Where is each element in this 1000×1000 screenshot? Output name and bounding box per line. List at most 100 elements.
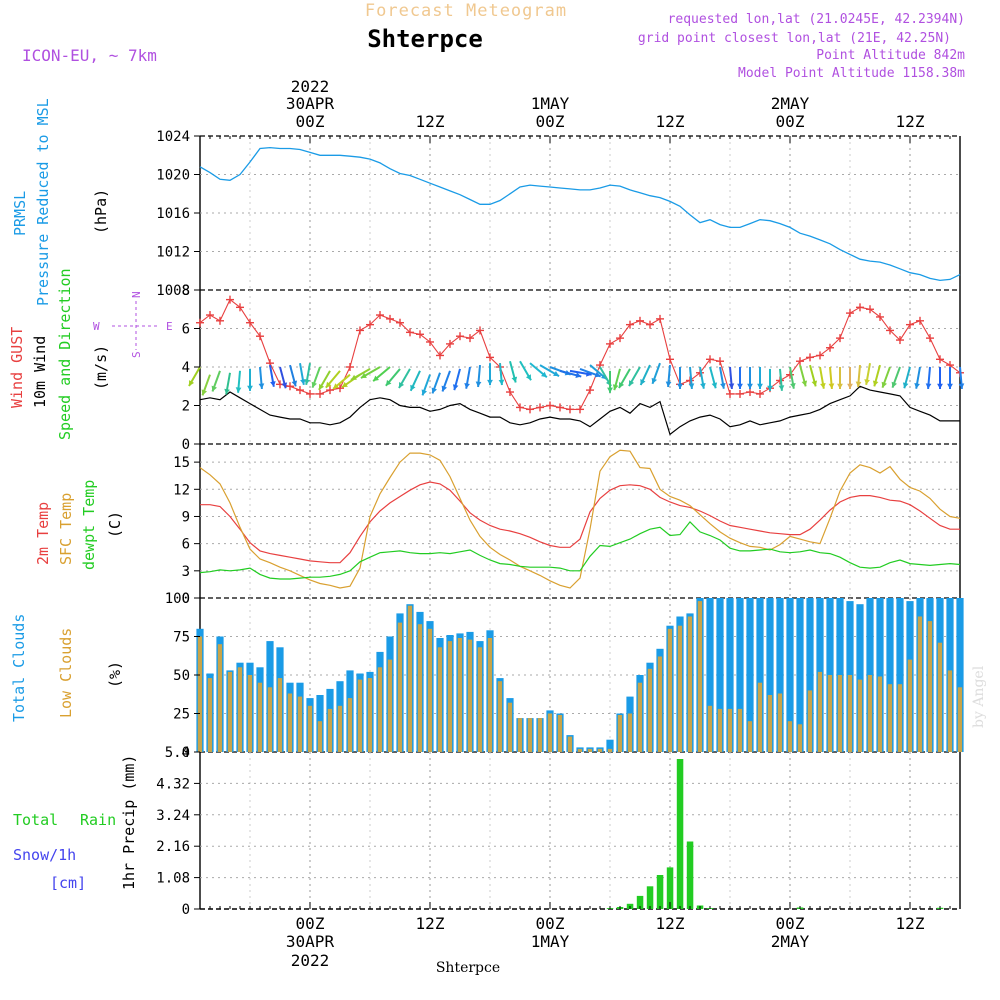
wind-arrow xyxy=(559,369,582,378)
y-tick-label: 15 xyxy=(173,455,190,471)
wind-arrow xyxy=(279,366,288,389)
wind-arrow-head xyxy=(914,383,920,389)
wind-arrow-head xyxy=(651,377,657,384)
low-cloud-bar xyxy=(207,678,213,752)
wind-arrow-head xyxy=(452,384,459,391)
wind-arrow-head xyxy=(431,387,437,394)
low-cloud-bar xyxy=(807,690,813,752)
temp2m-label: 2m Temp xyxy=(34,502,52,565)
wind-arrow-head xyxy=(688,383,695,389)
wind-arrow xyxy=(269,364,276,387)
x-label-top: 2MAY xyxy=(771,94,810,113)
low-cloud-bar xyxy=(727,708,733,752)
y-tick-label: 12 xyxy=(173,482,190,498)
low-cloud-bar xyxy=(577,748,583,752)
wind-arrow-head xyxy=(333,383,339,389)
low-clouds-label: Low Clouds xyxy=(57,628,75,718)
total-cloud-bar xyxy=(766,598,774,752)
low-cloud-bar xyxy=(677,625,683,752)
wind-arrow xyxy=(304,362,311,385)
y-tick-label: 6 xyxy=(182,322,190,338)
wind-arrow xyxy=(372,366,391,382)
total-cloud-bar xyxy=(806,598,814,752)
point-altitude: Point Altitude 842m xyxy=(816,48,965,63)
pressure-label-2: Pressure Reduced to MSL xyxy=(34,98,52,306)
low-cloud-bar xyxy=(327,708,333,752)
total-cloud-bar xyxy=(886,598,894,752)
credit-watermark: by Angel xyxy=(971,665,987,728)
y-tick-label: 1012 xyxy=(156,245,190,261)
y-tick-label: 3 xyxy=(182,564,190,580)
wind-arrow xyxy=(855,364,862,388)
model-altitude: Model Point Altitude 1158.38m xyxy=(738,66,965,81)
requested-point: requested lon,lat (21.0245E, 42.2394N) xyxy=(668,12,965,27)
wind-arrow-head xyxy=(511,376,518,383)
wind-arrow xyxy=(441,370,451,392)
x-label-bottom: 00Z xyxy=(776,914,805,933)
y-tick-label: 2 xyxy=(182,399,190,415)
wind-arrow-head xyxy=(891,381,897,388)
low-cloud-bar xyxy=(687,616,693,752)
y-tick-label: 3.24 xyxy=(156,808,190,824)
wind-arrow xyxy=(789,366,796,389)
total-cloud-bar xyxy=(876,598,884,752)
y-tick-label: 75 xyxy=(173,630,190,646)
wind-arrow xyxy=(809,364,818,387)
x-label-top: 12Z xyxy=(656,112,685,131)
snow-unit-label: [cm] xyxy=(50,874,86,892)
y-tick-label: 4.32 xyxy=(156,776,190,792)
wind-arrow xyxy=(258,366,265,390)
wind-arrow-head xyxy=(399,382,405,388)
wind-arrow xyxy=(688,366,695,390)
low-cloud-bar xyxy=(297,696,303,752)
wind-arrow xyxy=(958,366,965,390)
total-cloud-bar xyxy=(746,598,754,752)
grid-point: grid point closest lon,lat (21E, 42.25N) xyxy=(638,31,951,46)
wind-arrow-head xyxy=(665,381,672,387)
low-cloud-bar xyxy=(567,736,573,752)
wind-arrow xyxy=(475,364,482,388)
wind-arrow xyxy=(847,367,853,389)
y-tick-label: 1020 xyxy=(156,168,190,184)
station-title: Shterpce xyxy=(367,25,483,53)
total-cloud-bar xyxy=(956,598,964,752)
wind-arrow xyxy=(498,363,505,386)
wind-arrow-head xyxy=(487,379,493,386)
wind-arrow xyxy=(747,367,753,389)
wind-arrow xyxy=(201,374,211,396)
y-tick-label: 50 xyxy=(173,668,190,684)
low-cloud-bar xyxy=(427,628,433,752)
wind-arrow xyxy=(509,360,518,383)
wind-arrow xyxy=(325,370,341,389)
wind-arrow-head xyxy=(373,375,379,382)
low-cloud-bar xyxy=(257,682,263,752)
wind-arrow-head xyxy=(728,383,735,389)
wind-arrow-head xyxy=(247,385,253,391)
wind-arrow xyxy=(902,366,911,389)
wind-arrow xyxy=(247,368,253,391)
total-cloud-bar xyxy=(786,598,794,752)
wind-arrow-head xyxy=(790,383,796,389)
rain-bar xyxy=(666,867,674,909)
low-cloud-bar xyxy=(277,678,283,752)
total-cloud-bar xyxy=(796,598,804,752)
wind-arrow-head xyxy=(350,374,357,380)
wind-arrow xyxy=(881,366,891,389)
low-cloud-bar xyxy=(707,705,713,752)
low-cloud-bar xyxy=(517,718,523,752)
y-tick-label: 1016 xyxy=(156,206,190,222)
wind-arrow-head xyxy=(864,379,870,385)
x-label-bottom: 2022 xyxy=(291,951,330,970)
wind-arrow-head xyxy=(747,383,753,389)
low-cloud-bar xyxy=(317,721,323,752)
compass-s: S xyxy=(130,351,143,358)
wind-arrow xyxy=(360,366,381,379)
wind-arrow-head xyxy=(767,385,773,391)
wind-arrow-head xyxy=(410,384,416,391)
wind-arrow-head xyxy=(291,380,298,387)
x-label-top: 00Z xyxy=(296,112,325,131)
wind-label: 10m Wind xyxy=(31,336,49,408)
total-rain-label: Total xyxy=(13,811,58,829)
low-cloud-bar xyxy=(877,676,883,752)
